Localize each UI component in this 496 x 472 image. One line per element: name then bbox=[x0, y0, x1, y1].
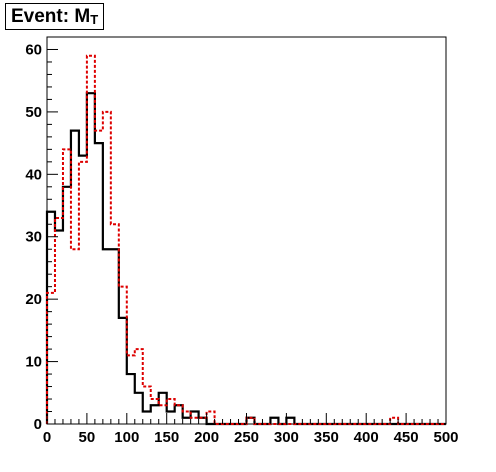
plot-area-border bbox=[46, 36, 447, 425]
chart-title-text: Event: M bbox=[11, 6, 91, 27]
x-tick-label: 350 bbox=[314, 429, 339, 446]
y-tick-label: 40 bbox=[25, 166, 42, 183]
series-1-dashed-step-line bbox=[46, 54, 446, 425]
y-tick-label: 30 bbox=[25, 229, 42, 246]
series-0-solid-step-line bbox=[45, 92, 446, 426]
x-tick-label: 250 bbox=[234, 429, 259, 446]
x-tick-label: 150 bbox=[154, 429, 179, 446]
x-tick-label: 400 bbox=[354, 429, 379, 446]
x-tick-label: 50 bbox=[79, 429, 96, 446]
y-tick-label: 50 bbox=[25, 104, 42, 121]
x-tick-label: 450 bbox=[394, 429, 419, 446]
plot-frame bbox=[46, 36, 447, 425]
chart-title: Event: MT bbox=[5, 3, 105, 30]
x-tick-label: 300 bbox=[274, 429, 299, 446]
axis-layer: 0 50 100 150 200 250 300 350 400 450 500 0 10 20 30 40 5… bbox=[25, 36, 459, 446]
y-tick-label: 0 bbox=[34, 416, 42, 433]
chart-title-subscript: T bbox=[90, 12, 99, 27]
x-tick-label: 0 bbox=[43, 429, 51, 446]
x-tick-label: 100 bbox=[114, 429, 139, 446]
series-layer bbox=[45, 54, 446, 426]
y-tick-label: 20 bbox=[25, 291, 42, 308]
y-tick-label: 10 bbox=[25, 354, 42, 371]
x-tick-label: 200 bbox=[194, 429, 219, 446]
y-tick-label: 60 bbox=[25, 41, 42, 58]
x-tick-label: 500 bbox=[433, 429, 458, 446]
